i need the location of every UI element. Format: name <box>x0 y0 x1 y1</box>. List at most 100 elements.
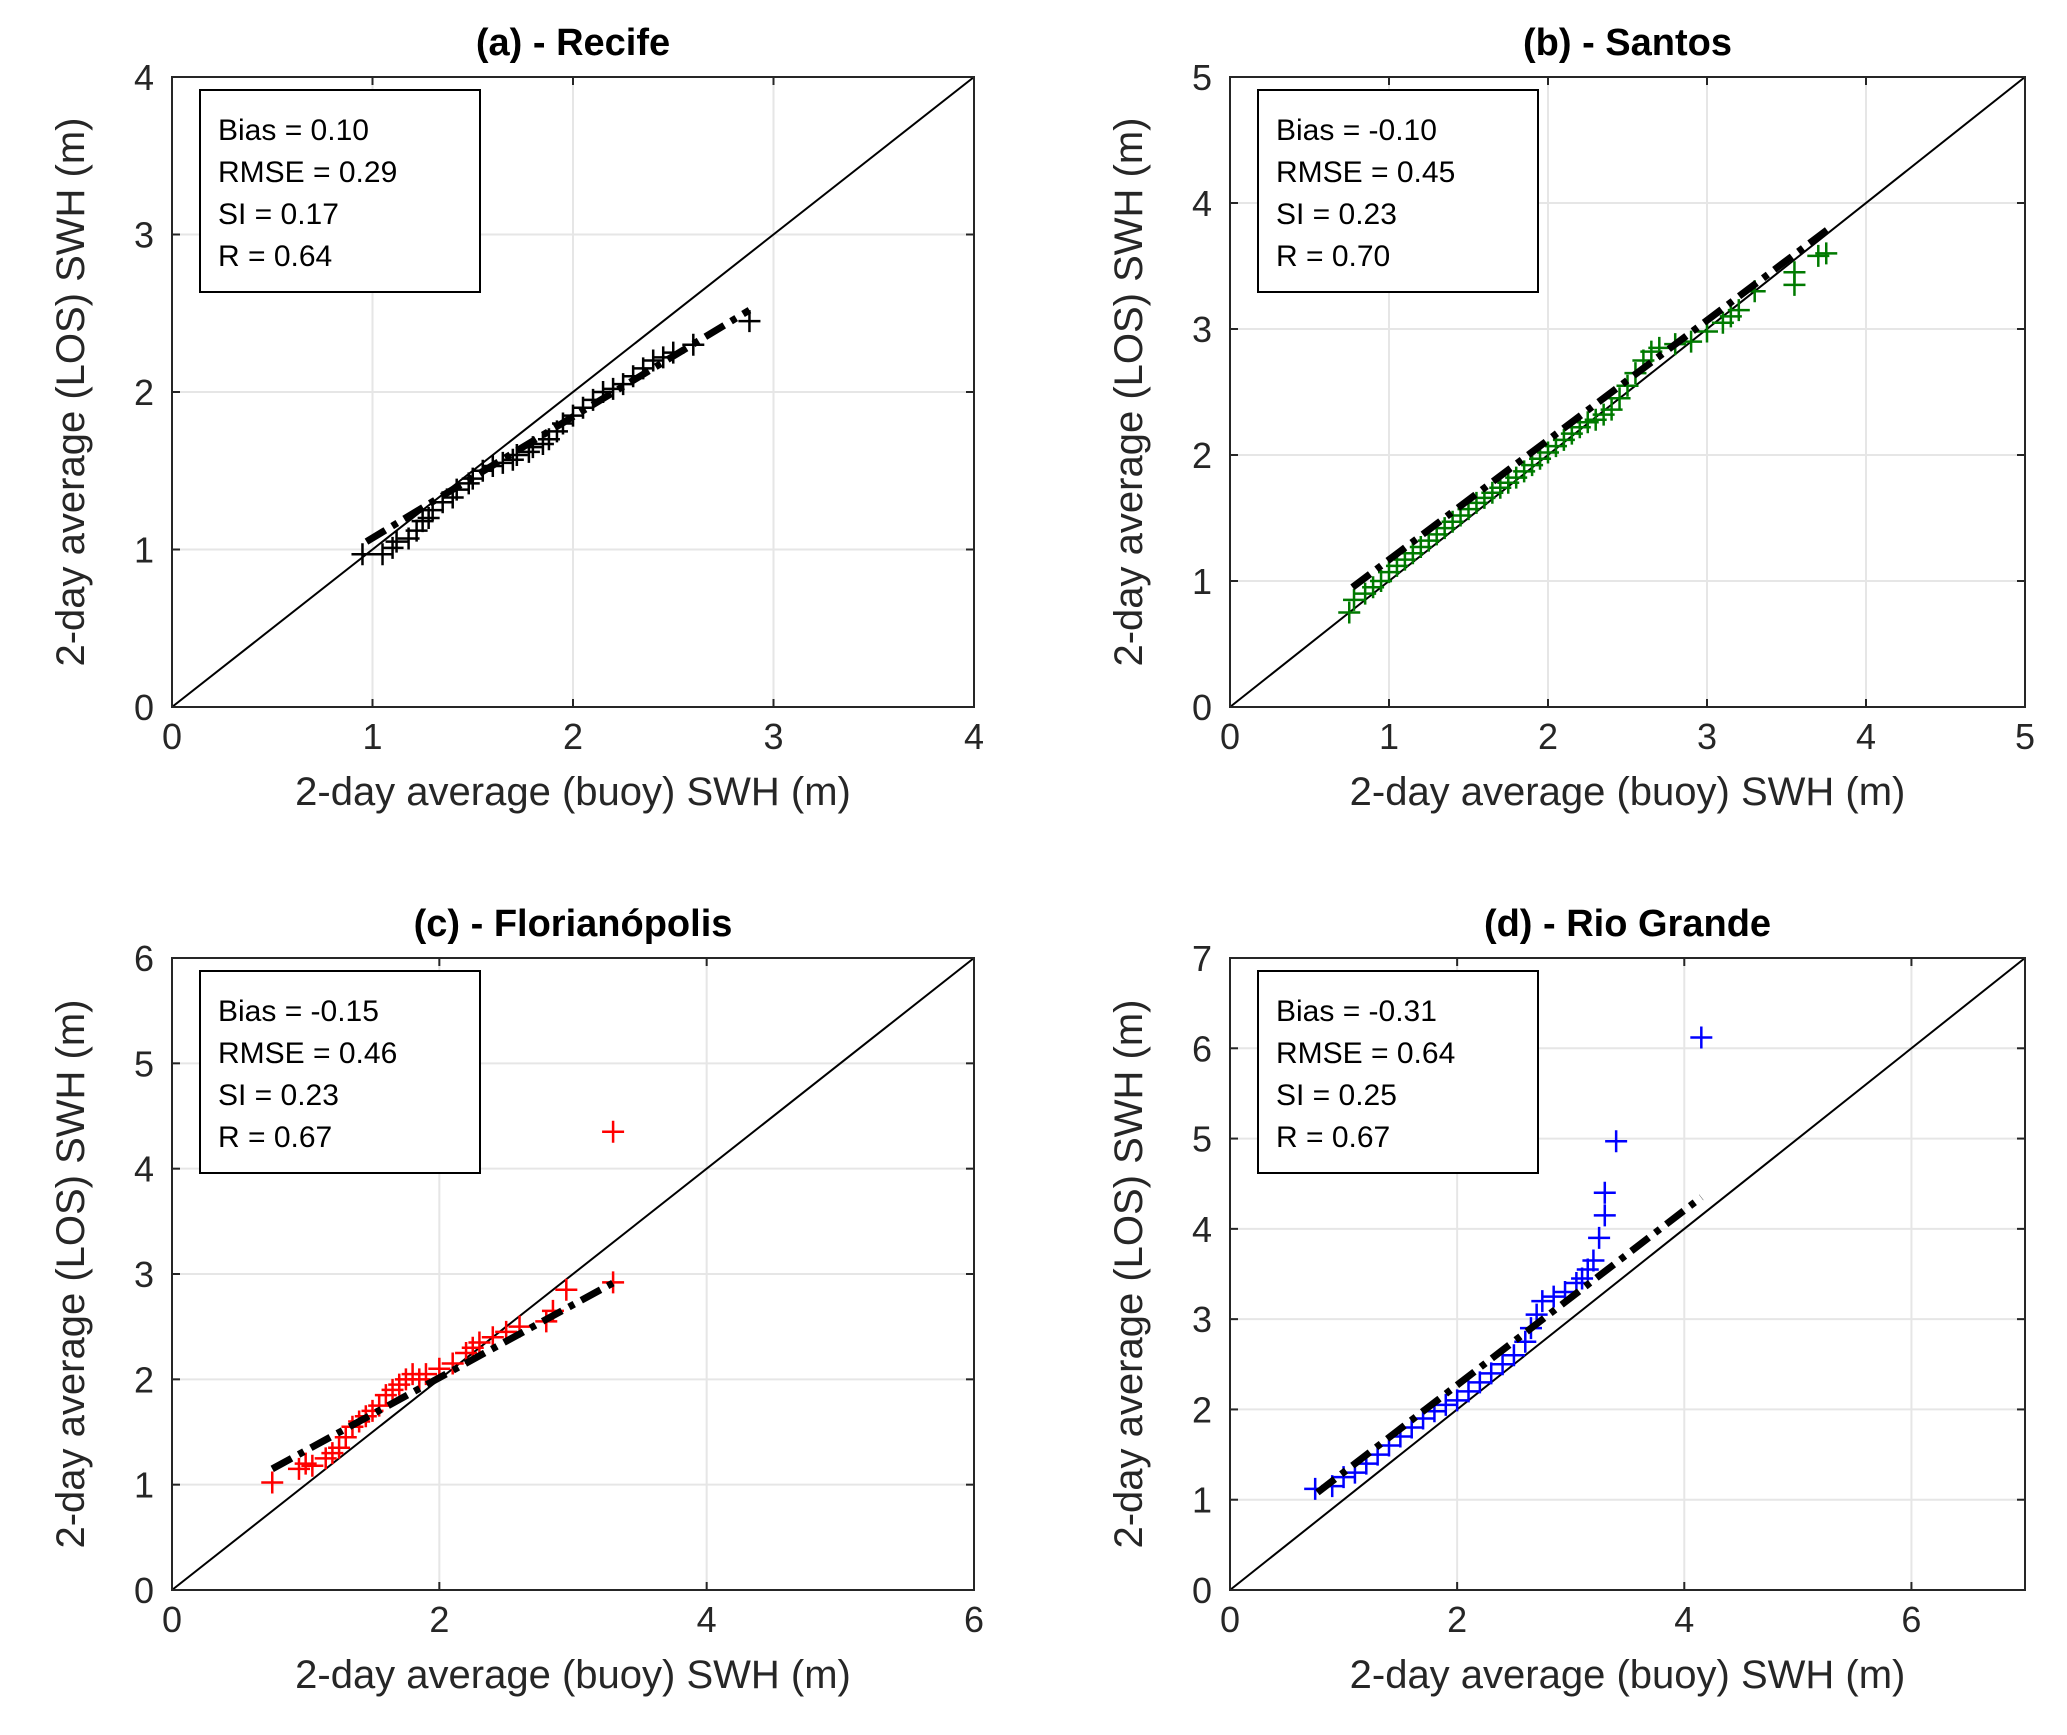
data-point <box>1468 1371 1491 1394</box>
stats-box <box>1257 89 1539 293</box>
y-tick-label: 5 <box>1192 1119 1212 1160</box>
stats-line: RMSE = 0.29 <box>218 156 397 189</box>
data-point <box>555 1278 578 1301</box>
x-tick-label: 4 <box>1856 716 1876 757</box>
x-tick-label: 0 <box>162 1599 182 1640</box>
chart-title: (c) - Florianópolis <box>414 903 733 945</box>
stats-line: R = 0.67 <box>218 1121 332 1154</box>
stats-line: SI = 0.23 <box>1276 198 1397 231</box>
data-point <box>1605 1130 1628 1153</box>
stats-line: Bias = -0.15 <box>218 995 379 1028</box>
y-tick-label: 4 <box>134 57 154 98</box>
data-point <box>642 349 665 372</box>
panel-recife: Bias = 0.10 RMSE = 0.29 SI = 0.17 R = 0.64 0… <box>49 22 984 814</box>
data-point <box>1434 1393 1457 1416</box>
y-tick-label: 3 <box>134 1254 154 1295</box>
y-tick-label: 2 <box>1192 435 1212 476</box>
data-point <box>1502 1344 1525 1367</box>
y-tick-label: 0 <box>134 1570 154 1611</box>
stats-line: Bias = -0.31 <box>1276 995 1437 1028</box>
x-tick-label: 4 <box>697 1599 717 1640</box>
x-tick-label: 0 <box>1220 1599 1240 1640</box>
x-tick-label: 6 <box>1901 1599 1921 1640</box>
chart-title: (d) - Rio Grande <box>1484 903 1771 945</box>
one-to-one-line <box>171 76 975 708</box>
y-axis-label: 2-day average (LOS) SWH (m) <box>1107 999 1151 1548</box>
stats-line: Bias = -0.10 <box>1276 114 1437 147</box>
stats-box <box>199 970 481 1174</box>
x-tick-label: 5 <box>2015 716 2035 757</box>
fit-line <box>1315 1194 1704 1496</box>
data-point <box>1542 1285 1565 1308</box>
data-point <box>602 1120 625 1143</box>
stats-line: R = 0.64 <box>218 240 332 273</box>
x-tick-label: 1 <box>362 716 382 757</box>
data-point <box>531 432 554 455</box>
x-tick-label: 2 <box>1538 716 1558 757</box>
y-tick-label: 1 <box>1192 561 1212 602</box>
fit-line <box>364 307 752 545</box>
chart-title: (a) - Recife <box>476 22 670 64</box>
x-tick-label: 4 <box>964 716 984 757</box>
data-point <box>501 448 524 471</box>
data-point <box>351 543 374 566</box>
y-tick-label: 4 <box>134 1149 154 1190</box>
y-tick-label: 4 <box>1192 183 1212 224</box>
stats-line: Bias = 0.10 <box>218 114 369 147</box>
data-point <box>385 530 408 553</box>
data-point <box>468 1331 491 1354</box>
panel-santos: Bias = -0.10 RMSE = 0.45 SI = 0.23 R = 0.70… <box>1107 22 2035 814</box>
y-tick-label: 5 <box>1192 57 1212 98</box>
data-point <box>411 510 434 533</box>
y-tick-label: 6 <box>1192 1028 1212 1069</box>
y-tick-label: 0 <box>1192 687 1212 728</box>
data-point <box>1815 242 1838 265</box>
y-axis-label: 2-day average (LOS) SWH (m) <box>49 999 93 1548</box>
data-point <box>1480 1362 1503 1385</box>
y-tick-label: 0 <box>134 687 154 728</box>
x-tick-label: 4 <box>1674 1599 1694 1640</box>
axes-frame <box>1229 957 2026 1591</box>
y-tick-label: 1 <box>1192 1480 1212 1521</box>
y-tick-label: 3 <box>1192 309 1212 350</box>
data-point <box>1593 1204 1616 1227</box>
data-point <box>1588 1226 1611 1249</box>
one-to-one-line <box>1229 957 2026 1591</box>
one-to-one-line <box>171 957 975 1591</box>
data-point <box>682 333 705 356</box>
y-tick-label: 2 <box>134 1359 154 1400</box>
y-tick-label: 1 <box>134 1465 154 1506</box>
data-point <box>1531 1290 1554 1313</box>
stats-line: SI = 0.25 <box>1276 1079 1397 1112</box>
x-tick-label: 3 <box>1697 716 1717 757</box>
stats-line: RMSE = 0.64 <box>1276 1037 1455 1070</box>
y-tick-label: 2 <box>1192 1389 1212 1430</box>
chart-title: (b) - Santos <box>1523 22 1732 64</box>
data-point <box>1593 1181 1616 1204</box>
x-tick-label: 2 <box>563 716 583 757</box>
data-point <box>1343 588 1366 611</box>
y-tick-label: 6 <box>134 938 154 979</box>
panel-rio-grande: Bias = -0.31 RMSE = 0.64 SI = 0.25 R = 0.67… <box>1107 903 2026 1697</box>
data-point <box>1582 1249 1605 1272</box>
data-point <box>1338 601 1361 624</box>
y-tick-label: 3 <box>134 215 154 256</box>
stats-box <box>199 89 481 293</box>
data-point <box>1616 374 1639 397</box>
x-axis-label: 2-day average (buoy) SWH (m) <box>295 770 851 814</box>
y-tick-label: 3 <box>1192 1299 1212 1340</box>
data-point <box>1457 1380 1480 1403</box>
stats-line: R = 0.70 <box>1276 240 1390 273</box>
x-axis-label: 2-day average (buoy) SWH (m) <box>1350 1653 1906 1697</box>
axes-frame <box>1229 76 2026 708</box>
data-point <box>1727 299 1750 322</box>
data-point <box>1571 1267 1594 1290</box>
data-point <box>1608 387 1631 410</box>
fit-line <box>1350 225 1832 591</box>
data-point <box>1690 1026 1713 1049</box>
stats-line: R = 0.67 <box>1276 1121 1390 1154</box>
x-tick-label: 2 <box>1447 1599 1467 1640</box>
y-axis-label: 2-day average (LOS) SWH (m) <box>1107 117 1151 666</box>
y-tick-label: 1 <box>134 530 154 571</box>
